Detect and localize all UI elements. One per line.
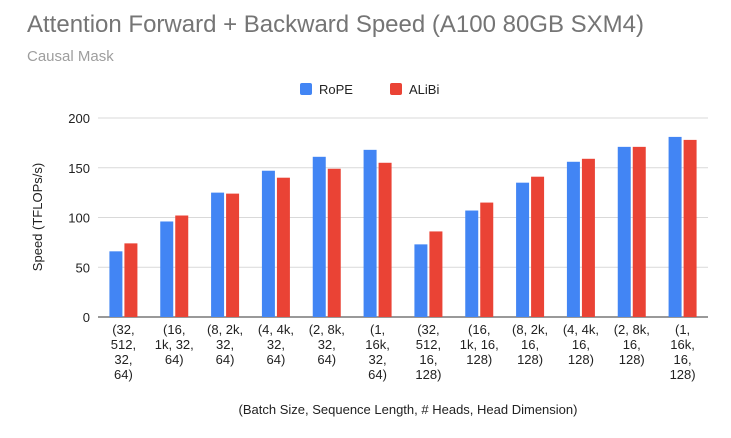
x-axis-ticks: (32, 512, 32, 64) (16, 1k, 32, 64) (8, 2k, 32, 64… [111, 322, 696, 382]
legend-swatch-rope [300, 83, 312, 95]
y-tick-label: 50 [76, 260, 90, 275]
x-tick-label: (1, 16k, 32, 64) [365, 322, 390, 382]
x-tick-label: (1, 16k, 16, 128) [670, 322, 696, 382]
bar-alibi [632, 146, 646, 317]
bar-rope [109, 251, 123, 317]
bar-rope [414, 244, 428, 317]
bar-rope [516, 182, 530, 317]
bar-alibi [480, 202, 494, 317]
bar-rope [211, 192, 225, 317]
bar-alibi [327, 168, 341, 317]
x-tick-label: (8, 2k, 16, 128) [512, 322, 548, 367]
chart-subtitle: Causal Mask [27, 48, 114, 65]
legend-label-rope: RoPE [319, 82, 353, 97]
x-tick-label: (16, 1k, 16, 128) [460, 322, 499, 367]
bar-alibi [276, 177, 290, 317]
bar-alibi [378, 162, 392, 317]
legend-swatch-alibi [390, 83, 402, 95]
legend: RoPE ALiBi [300, 82, 439, 97]
bar-alibi [429, 231, 443, 317]
x-tick-label: (8, 2k, 32, 64) [207, 322, 243, 367]
x-tick-label: (2, 8k, 16, 128) [614, 322, 650, 367]
bar-rope [617, 146, 631, 317]
bar-rope [668, 136, 682, 317]
bar-alibi [683, 139, 697, 317]
x-axis-label: (Batch Size, Sequence Length, # Heads, H… [239, 402, 578, 417]
bars [109, 136, 697, 317]
x-tick-label: (2, 8k, 32, 64) [309, 322, 345, 367]
bar-alibi [581, 158, 595, 317]
legend-label-alibi: ALiBi [409, 82, 439, 97]
bar-alibi [226, 193, 240, 317]
y-tick-label: 0 [83, 310, 90, 325]
bar-rope [566, 161, 580, 317]
bar-rope [261, 170, 275, 317]
y-axis-ticks: 0 50 100 150 200 [68, 111, 90, 325]
y-tick-label: 200 [68, 111, 90, 126]
y-tick-label: 150 [68, 161, 90, 176]
bar-rope [465, 210, 479, 317]
bar-rope [160, 221, 174, 317]
gridlines [98, 117, 708, 318]
x-tick-label: (16, 1k, 32, 64) [155, 322, 194, 367]
x-tick-label: (32, 512, 16, 128) [415, 322, 441, 382]
bar-alibi [124, 243, 138, 317]
chart-title: Attention Forward + Backward Speed (A100… [27, 11, 644, 38]
y-axis-label: Speed (TFLOPs/s) [30, 163, 45, 271]
x-tick-label: (32, 512, 32, 64) [111, 322, 136, 382]
x-tick-label: (4, 4k, 16, 128) [563, 322, 599, 367]
y-tick-label: 100 [68, 211, 90, 226]
bar-rope [363, 149, 377, 317]
x-tick-label: (4, 4k, 32, 64) [258, 322, 294, 367]
bar-alibi [531, 176, 545, 317]
bar-rope [312, 156, 326, 317]
bar-alibi [175, 215, 189, 317]
